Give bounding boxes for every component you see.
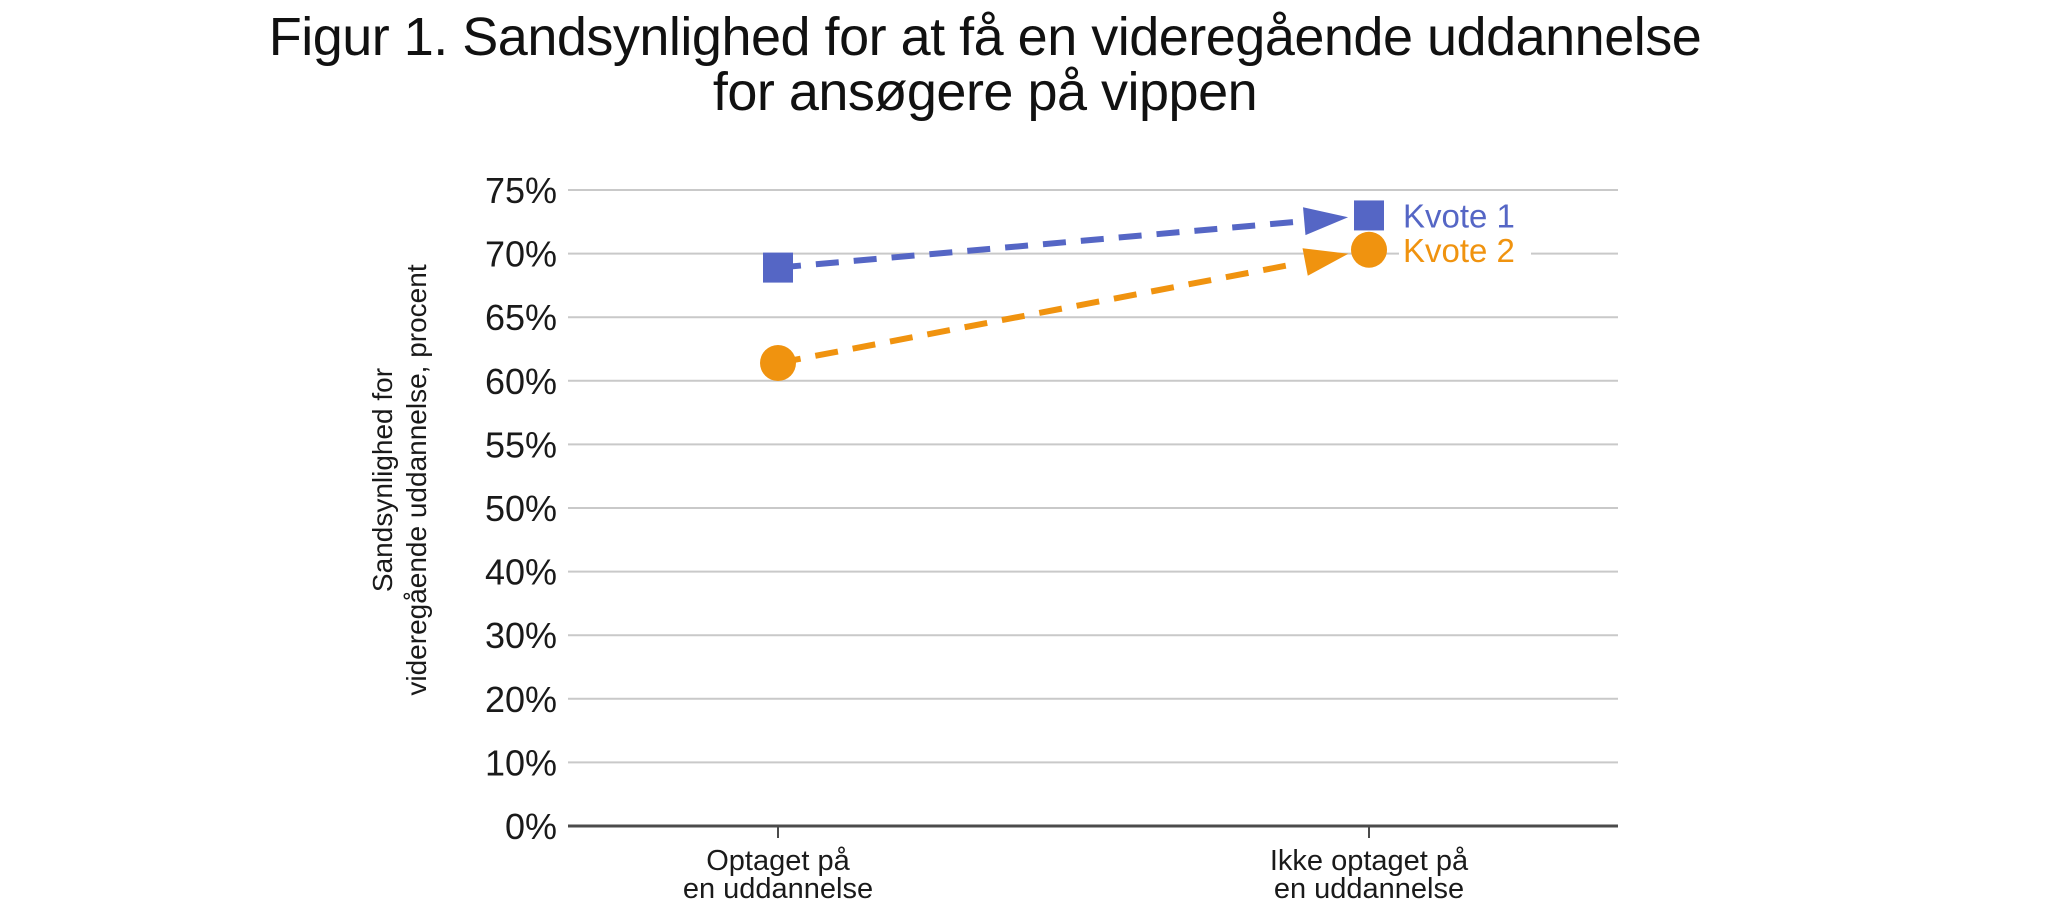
y-tick-label: 50% — [485, 488, 557, 529]
series-dashed-line — [777, 218, 1298, 271]
x-category-label: en uddannelse — [1274, 873, 1464, 902]
x-category-label: Optaget på — [706, 845, 850, 877]
y-tick-label: 0% — [505, 806, 557, 847]
y-tick-label: 70% — [485, 234, 557, 275]
circle-marker — [1351, 231, 1387, 268]
series-dashed-line — [777, 260, 1299, 366]
y-tick-label: 20% — [485, 679, 557, 720]
square-marker — [763, 252, 793, 283]
y-tick-label: 60% — [485, 361, 557, 402]
y-tick-label: 10% — [485, 742, 557, 783]
x-category-label: en uddannelse — [683, 873, 873, 902]
y-tick-label: 55% — [485, 424, 557, 465]
legend-label: Kvote 2 — [1403, 232, 1515, 269]
chart-title: Figur 1. Sandsynlighed for at få en vide… — [0, 10, 1970, 120]
square-marker — [1354, 200, 1384, 231]
y-tick-label: 30% — [485, 615, 557, 656]
arrowhead-icon — [1302, 248, 1349, 276]
legend-label-backing — [1399, 228, 1531, 271]
y-tick-label: 75% — [485, 170, 557, 211]
circle-marker — [760, 344, 796, 381]
y-tick-label: 40% — [485, 552, 557, 593]
chart-title-line1: Figur 1. Sandsynlighed for at få en vide… — [268, 7, 1702, 67]
y-tick-label: 65% — [485, 297, 557, 338]
x-category-label: Ikke optaget på — [1270, 845, 1469, 877]
arrowhead-icon — [1303, 207, 1349, 236]
chart-title-line2: for ansøgere på vippen — [712, 62, 1258, 122]
legend-label: Kvote 1 — [1403, 197, 1515, 234]
